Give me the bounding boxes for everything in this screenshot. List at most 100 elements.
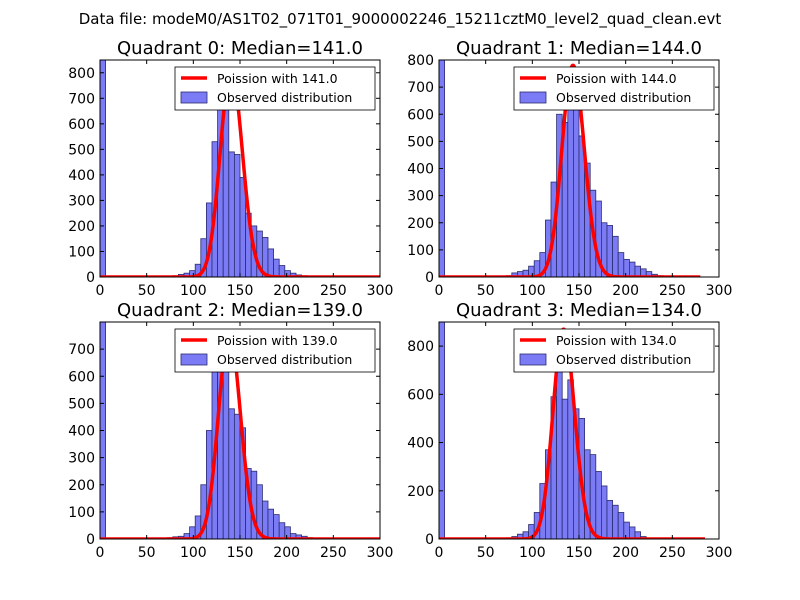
y-tick-label: 200 (68, 219, 95, 235)
poisson-fit-line (100, 331, 380, 539)
histogram-bar (567, 92, 574, 277)
histogram-bar (228, 151, 235, 277)
histogram-bar (261, 500, 269, 539)
histogram-bar (222, 103, 230, 277)
histogram-bar (273, 514, 280, 539)
histogram-bar (100, 60, 106, 277)
y-tick-label: 700 (407, 80, 434, 96)
x-tick-label: 200 (273, 545, 300, 561)
histogram-bar (606, 225, 613, 277)
y-tick-label: 500 (407, 134, 434, 150)
histogram-bar (629, 261, 636, 277)
x-tick-label: 300 (706, 545, 733, 561)
histogram-bar (606, 500, 613, 539)
x-tick-label: 300 (367, 545, 394, 561)
legend-bar-swatch (519, 353, 547, 366)
quadrant-2-title: Quadrant 2: Median=139.0 (117, 300, 363, 321)
legend-bar-label: Observed distribution (217, 90, 352, 105)
x-tick-label: 150 (227, 283, 254, 299)
legend-box (174, 66, 376, 111)
histogram-bar (228, 408, 235, 539)
y-tick-label: 600 (68, 369, 95, 385)
y-tick-label: 0 (425, 270, 434, 286)
y-tick-label: 500 (68, 142, 95, 158)
y-tick-label: 200 (407, 484, 434, 500)
y-tick-label: 400 (407, 162, 434, 178)
quadrant-0-title: Quadrant 0: Median=141.0 (117, 38, 363, 59)
histogram-bar (284, 526, 291, 539)
quadrant-1-legend: Poission with 144.0 Observed distribution (513, 66, 715, 111)
x-tick-label: 250 (659, 545, 686, 561)
histogram-bar (623, 521, 630, 539)
legend-bar-swatch (180, 91, 208, 104)
x-tick-label: 100 (519, 545, 546, 561)
histogram-bar (273, 258, 280, 277)
y-tick-label: 0 (425, 532, 434, 548)
quadrant-0-legend: Poission with 141.0 Observed distribution (174, 66, 376, 111)
x-tick-label: 300 (367, 283, 394, 299)
x-tick-label: 50 (477, 283, 495, 299)
histogram-bar (561, 398, 569, 539)
histogram-bar (233, 154, 241, 277)
histogram-bar (623, 258, 630, 277)
legend-line-label: Poission with 141.0 (217, 71, 338, 86)
x-tick-label: 50 (477, 545, 495, 561)
y-tick-label: 600 (407, 387, 434, 403)
legend-bar-swatch (519, 91, 547, 104)
x-tick-label: 200 (612, 283, 639, 299)
y-tick-label: 700 (68, 91, 95, 107)
histogram-bar (612, 235, 619, 277)
legend-line-label: Poission with 134.0 (556, 333, 677, 348)
histogram-bar (629, 526, 636, 539)
y-tick-label: 100 (68, 505, 95, 521)
legend-bar-label: Observed distribution (217, 352, 352, 367)
histogram-bar (556, 369, 563, 539)
legend-box (513, 328, 715, 373)
quadrant-1-title: Quadrant 1: Median=144.0 (456, 38, 702, 59)
y-tick-label: 600 (68, 117, 95, 133)
legend-bar-label: Observed distribution (556, 90, 691, 105)
histogram-bar (278, 522, 286, 539)
legend-box (513, 66, 715, 111)
histogram-bar (601, 485, 608, 539)
y-tick-label: 0 (86, 270, 95, 286)
y-tick-label: 500 (68, 396, 95, 412)
x-tick-label: 50 (138, 283, 156, 299)
legend-bar-swatch (180, 353, 208, 366)
histogram-bar (573, 103, 580, 277)
histogram-bar (612, 504, 619, 539)
poisson-fit-line (439, 327, 706, 539)
x-tick-label: 0 (435, 545, 444, 561)
x-tick-label: 200 (612, 545, 639, 561)
legend-box (174, 328, 376, 373)
histogram-bar (617, 512, 625, 539)
x-tick-label: 250 (320, 283, 347, 299)
quadrant-2-panel: 0 50 100 150 200 250 300 0 100 200 300 400 500 600 700… (68, 300, 393, 561)
x-tick-label: 150 (566, 283, 593, 299)
histogram-bar (595, 471, 602, 539)
legend-line-label: Poission with 139.0 (217, 333, 338, 348)
figure-suptitle: Data file: modeM0/AS1T02_071T01_90000022… (79, 10, 722, 29)
y-tick-label: 300 (407, 189, 434, 205)
x-tick-label: 250 (659, 283, 686, 299)
quadrant-1-panel: 0 50 100 150 200 250 300 0 100 200 300 400 500 600 700… (407, 38, 732, 299)
y-tick-label: 100 (68, 244, 95, 260)
quadrant-3-legend: Poission with 134.0 Observed distribution (513, 328, 715, 373)
legend-line-label: Poission with 144.0 (556, 71, 677, 86)
poisson-fit-line (100, 68, 380, 277)
y-tick-label: 700 (68, 342, 95, 358)
y-tick-label: 800 (68, 66, 95, 82)
x-tick-label: 150 (227, 545, 254, 561)
y-tick-label: 200 (68, 478, 95, 494)
quadrant-3-title: Quadrant 3: Median=134.0 (456, 300, 702, 321)
y-tick-label: 300 (68, 451, 95, 467)
x-tick-label: 50 (138, 545, 156, 561)
x-tick-label: 250 (320, 545, 347, 561)
quadrant-0-panel: 0 50 100 150 200 250 300 0 100 200 300 400 500 600 700… (68, 38, 393, 299)
y-tick-label: 400 (68, 424, 95, 440)
histogram-bar (267, 248, 274, 277)
y-tick-label: 200 (407, 216, 434, 232)
x-tick-label: 100 (519, 283, 546, 299)
legend-bar-label: Observed distribution (556, 352, 691, 367)
